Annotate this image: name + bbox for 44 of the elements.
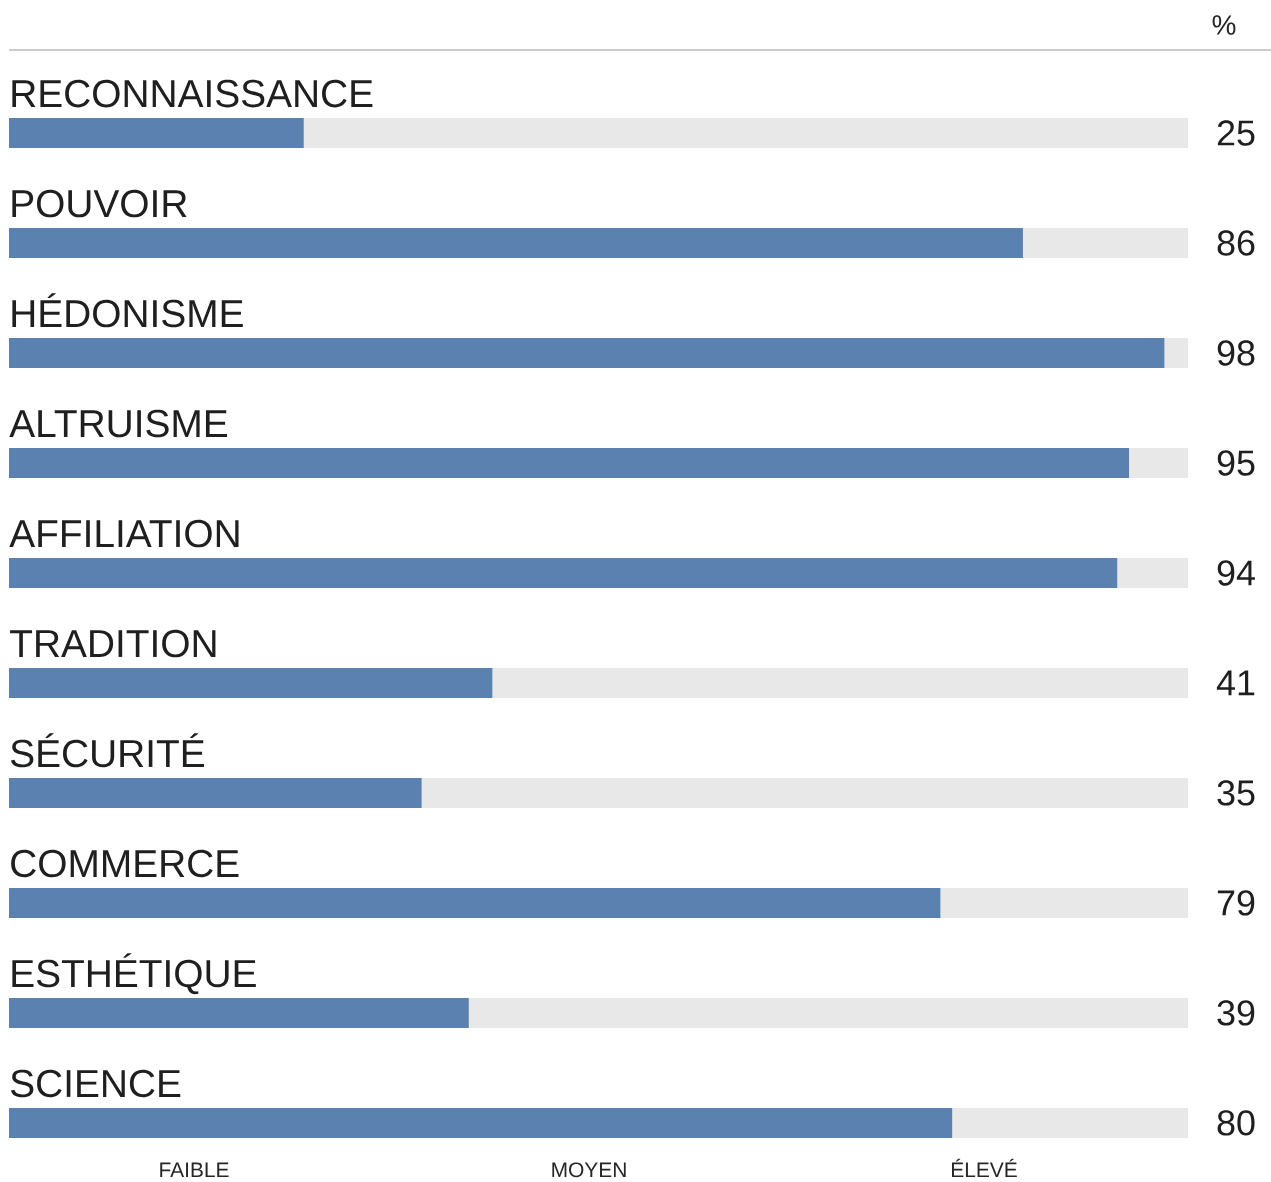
annotation: FAIBLE: [160, 1162, 229, 1177]
data-label: 95: [1217, 450, 1255, 476]
bar: [303, 118, 1189, 149]
bar: [1022, 228, 1189, 258]
text: %: [1212, 15, 1236, 35]
bar: [1164, 337, 1189, 368]
y-tick-label: POUVOIR: [12, 189, 187, 218]
bar: [9, 1107, 953, 1138]
data-label: 98: [1217, 340, 1255, 366]
data-label: 79: [1217, 890, 1255, 916]
bar: [9, 777, 422, 808]
y-tick-label: HÉDONISME: [12, 293, 243, 328]
y-tick-label: SÉCURITÉ: [10, 733, 204, 768]
bar: [9, 887, 941, 918]
bar: [492, 667, 1189, 698]
y-tick-label: ESTHÉTIQUE: [12, 953, 256, 995]
data-label: 86: [1217, 230, 1255, 256]
bar: [9, 228, 1023, 258]
bar: [9, 997, 469, 1028]
y-tick-label: AFFILIATION: [9, 519, 239, 548]
bar: [9, 447, 1130, 478]
data-label: 39: [1217, 1000, 1255, 1026]
y-tick-label: TRADITION: [10, 629, 216, 658]
data-label: 41: [1216, 670, 1255, 696]
data-label: 80: [1217, 1110, 1255, 1136]
bar: [1117, 557, 1189, 588]
bar: [1129, 447, 1189, 478]
y-tick-label: SCIENCE: [10, 1069, 181, 1098]
bar: [9, 337, 1165, 368]
y-tick-label: ALTRUISME: [9, 409, 228, 438]
bar: [468, 997, 1189, 1028]
bar: [421, 777, 1189, 808]
data-label: 94: [1217, 560, 1255, 586]
bar: [952, 1107, 1189, 1138]
annotation: MOYEN: [552, 1162, 626, 1178]
bar: [940, 887, 1189, 918]
annotation: ÉLEVÉ: [952, 1158, 1017, 1177]
bar: [9, 557, 1118, 588]
data-label: 35: [1217, 780, 1255, 806]
bar: [9, 667, 493, 698]
bar: [9, 118, 304, 149]
y-tick-label: COMMERCE: [11, 849, 239, 878]
y-tick-label: RECONNAISSANCE: [12, 79, 373, 108]
data-label: 25: [1217, 120, 1255, 146]
